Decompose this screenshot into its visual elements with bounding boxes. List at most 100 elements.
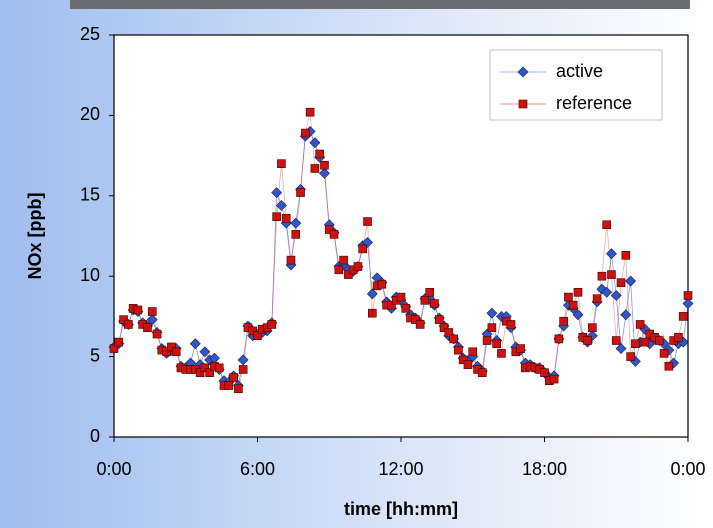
y-axis-title: NOx [ppb]: [25, 193, 45, 280]
data-point: [482, 336, 492, 345]
data-point: [143, 323, 152, 332]
data-point: [267, 320, 277, 329]
legend-marker: [518, 99, 528, 109]
data-point: [253, 331, 262, 340]
data-point: [625, 275, 637, 287]
data-point: [320, 160, 329, 170]
data-point: [305, 107, 315, 117]
data-point: [377, 279, 387, 289]
data-point: [309, 137, 321, 149]
data-point: [564, 292, 573, 302]
data-point: [606, 248, 617, 260]
data-point: [271, 187, 283, 199]
data-point: [152, 329, 162, 339]
data-point: [487, 323, 497, 332]
data-point: [133, 305, 143, 315]
data-point: [616, 278, 626, 287]
data-point: [248, 326, 258, 336]
data-point: [238, 365, 248, 374]
data-point: [674, 333, 683, 342]
x-tick-label: 0:00: [670, 459, 705, 479]
x-tick-label: 12:00: [378, 459, 423, 479]
data-point: [401, 304, 411, 313]
data-point: [296, 188, 305, 197]
data-point: [659, 349, 669, 358]
data-point: [540, 368, 549, 377]
data-point: [683, 291, 693, 300]
x-tick-label: 18:00: [522, 459, 567, 479]
data-point: [310, 164, 320, 173]
data-point: [224, 381, 234, 390]
data-point: [601, 286, 613, 298]
data-point: [583, 336, 592, 345]
data-point: [425, 287, 435, 297]
data-point: [602, 220, 611, 230]
data-point: [146, 314, 158, 326]
data-point: [275, 200, 287, 211]
data-point: [329, 230, 339, 239]
data-point: [214, 363, 224, 373]
x-tick-label: 6:00: [240, 459, 275, 479]
data-point: [109, 344, 119, 353]
data-point: [615, 343, 627, 354]
data-point: [291, 230, 301, 239]
data-point: [506, 320, 516, 329]
data-point: [549, 374, 559, 384]
data-point: [592, 294, 602, 304]
y-tick-label: 0: [90, 426, 100, 446]
data-point: [366, 288, 378, 300]
data-point: [610, 290, 622, 301]
data-point: [621, 250, 631, 260]
data-point: [568, 300, 578, 310]
data-point: [478, 368, 487, 377]
data-point: [620, 309, 632, 321]
data-point: [420, 296, 430, 305]
data-point: [205, 368, 214, 377]
data-point: [387, 300, 396, 310]
data-point: [444, 328, 454, 337]
data-point: [162, 347, 171, 357]
data-point: [353, 262, 363, 271]
data-point: [315, 149, 324, 159]
data-point: [458, 355, 468, 365]
data-point: [559, 316, 568, 326]
legend-marker: [517, 66, 529, 78]
data-point: [678, 312, 688, 321]
x-tick-label: 0:00: [96, 459, 131, 479]
data-point: [124, 320, 133, 329]
data-point: [430, 299, 439, 308]
legend-label: reference: [556, 93, 632, 113]
data-point: [631, 339, 640, 349]
data-point: [195, 368, 205, 377]
data-point: [607, 270, 616, 279]
top-photo-strip: [70, 0, 690, 9]
data-point: [286, 255, 296, 265]
data-point: [363, 217, 372, 226]
data-point: [301, 128, 310, 138]
data-point: [588, 323, 597, 332]
data-point: [167, 342, 176, 352]
data-point: [119, 315, 128, 324]
data-point: [626, 352, 635, 361]
data-point: [358, 244, 368, 254]
data-point: [573, 287, 583, 297]
data-point: [324, 225, 334, 234]
data-point: [396, 292, 406, 302]
legend-label: active: [556, 61, 603, 81]
data-point: [319, 167, 330, 179]
data-point: [114, 337, 124, 347]
data-point: [611, 336, 621, 345]
data-point: [229, 373, 238, 382]
data-point: [554, 334, 564, 344]
data-point: [234, 384, 243, 394]
data-point: [171, 347, 181, 357]
data-point: [290, 217, 302, 229]
y-tick-label: 10: [80, 265, 100, 285]
y-tick-label: 25: [80, 24, 100, 44]
data-point: [147, 307, 157, 316]
data-point: [449, 334, 458, 344]
data-point: [572, 309, 584, 321]
data-point: [415, 320, 425, 329]
